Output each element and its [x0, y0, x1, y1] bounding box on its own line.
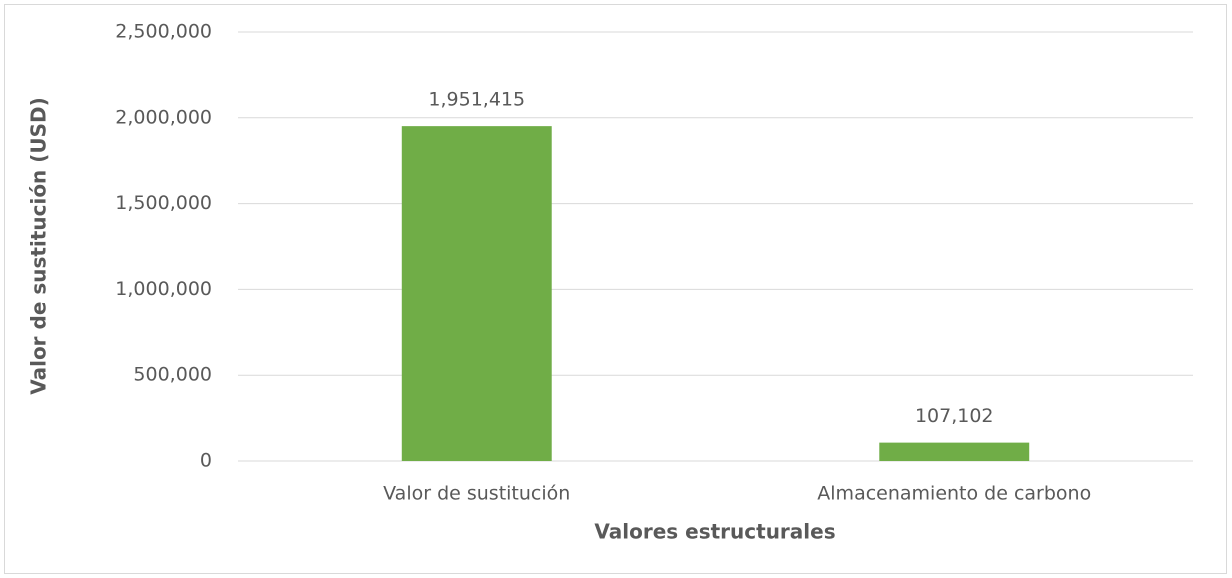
- data-label: 1,951,415: [428, 89, 525, 111]
- x-axis-title: Valores estructurales: [594, 520, 835, 544]
- data-label: 107,102: [915, 405, 994, 427]
- y-tick-label: 2,500,000: [115, 21, 212, 43]
- bar: [401, 126, 552, 462]
- bar: [879, 442, 1030, 461]
- y-tick-label: 500,000: [133, 364, 212, 386]
- y-tick-label: 1,500,000: [115, 192, 212, 214]
- y-tick-label: 0: [200, 450, 212, 472]
- x-tick-label: Valor de sustitución: [383, 483, 570, 505]
- y-tick-label: 2,000,000: [115, 106, 212, 128]
- y-tick-label: 1,000,000: [115, 278, 212, 300]
- x-tick-label: Almacenamiento de carbono: [817, 483, 1091, 505]
- y-axis-title: Valor de sustitución (USD): [27, 97, 51, 395]
